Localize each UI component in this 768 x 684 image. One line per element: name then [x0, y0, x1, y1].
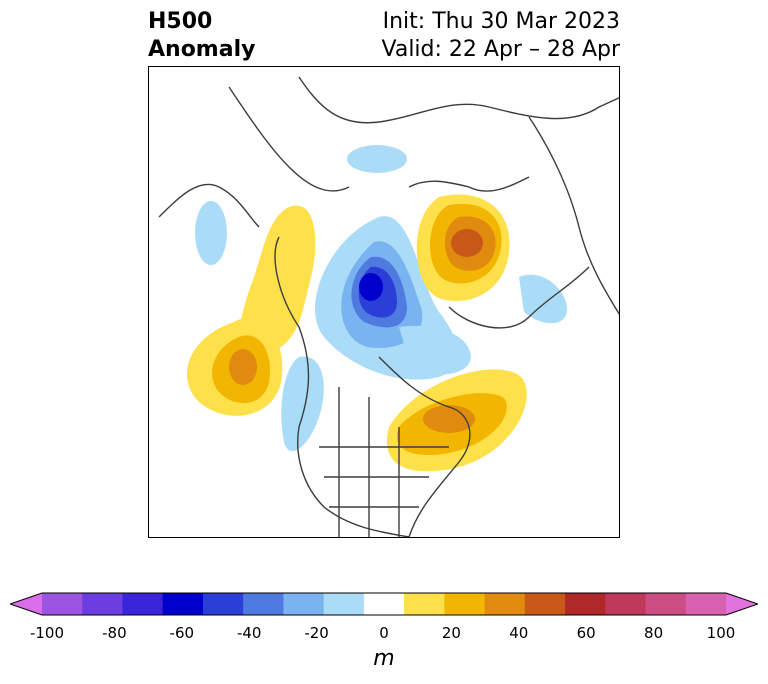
colorbar-tick-label: -40: [236, 624, 262, 642]
positive-anomaly-western-canada: [239, 205, 316, 358]
colorbar-segment: [484, 593, 526, 615]
colorbar-segment: [565, 593, 606, 615]
coastlines: [158, 76, 619, 537]
colorbar-segment: [162, 593, 204, 615]
colorbar-segment: [645, 593, 687, 615]
colorbar-segment: [122, 593, 164, 615]
negative-anomaly-north-russia: [347, 145, 407, 173]
colorbar-segment: [404, 593, 445, 615]
colorbar-svg: [8, 592, 760, 616]
colorbar-tick-label: 40: [509, 624, 529, 642]
negative-anomaly-europe: [519, 274, 568, 324]
colorbar-extend-min: [10, 593, 42, 615]
colorbar-unit: m: [373, 646, 395, 671]
colorbar-segment: [685, 593, 727, 615]
colorbar-tick-label: 0: [379, 624, 389, 642]
colorbar-segment: [444, 593, 486, 615]
map-title: H500 Anomaly: [148, 8, 255, 64]
negative-anomaly-western-north-america: [281, 356, 324, 452]
colorbar-tick-label: 60: [576, 624, 596, 642]
positive-anomaly-siberia: [416, 194, 510, 302]
positive-anomaly-eastern-north-america: [386, 369, 527, 472]
colorbar-segment: [42, 593, 83, 615]
valid-range: Valid: 22 Apr – 28 Apr: [381, 37, 621, 62]
colorbar-tick-label: -60: [169, 624, 195, 642]
colorbar-segment: [82, 593, 123, 615]
colorbar-tick-label: -20: [304, 624, 329, 642]
map-dates: Init: Thu 30 Mar 2023 Valid: 22 Apr – 28…: [382, 8, 621, 64]
map-canvas: [158, 76, 619, 537]
title-line-1: H500: [148, 9, 213, 34]
positive-anomaly-north-pacific: [186, 318, 283, 416]
colorbar-segment: [202, 593, 244, 615]
init-date: Init: Thu 30 Mar 2023: [382, 9, 620, 34]
colorbar-tick-label: 80: [644, 624, 664, 642]
colorbar-tick-label: 20: [441, 624, 461, 642]
colorbar: [8, 588, 760, 622]
title-line-2: Anomaly: [148, 37, 256, 62]
negative-anomaly-bering: [195, 201, 227, 265]
colorbar-segment: [524, 593, 566, 615]
anomaly-map: [148, 66, 620, 538]
colorbar-tick-label: -100: [29, 624, 65, 642]
colorbar-segment: [323, 593, 365, 615]
colorbar-tick-label: 100: [706, 624, 736, 642]
colorbar-segment: [605, 593, 647, 615]
colorbar-extend-max: [726, 593, 758, 615]
colorbar-tick-label: -80: [102, 624, 127, 642]
colorbar-segment: [363, 593, 405, 615]
negative-anomaly-arctic: [315, 216, 471, 380]
colorbar-segment: [283, 593, 325, 615]
colorbar-segment: [243, 593, 284, 615]
